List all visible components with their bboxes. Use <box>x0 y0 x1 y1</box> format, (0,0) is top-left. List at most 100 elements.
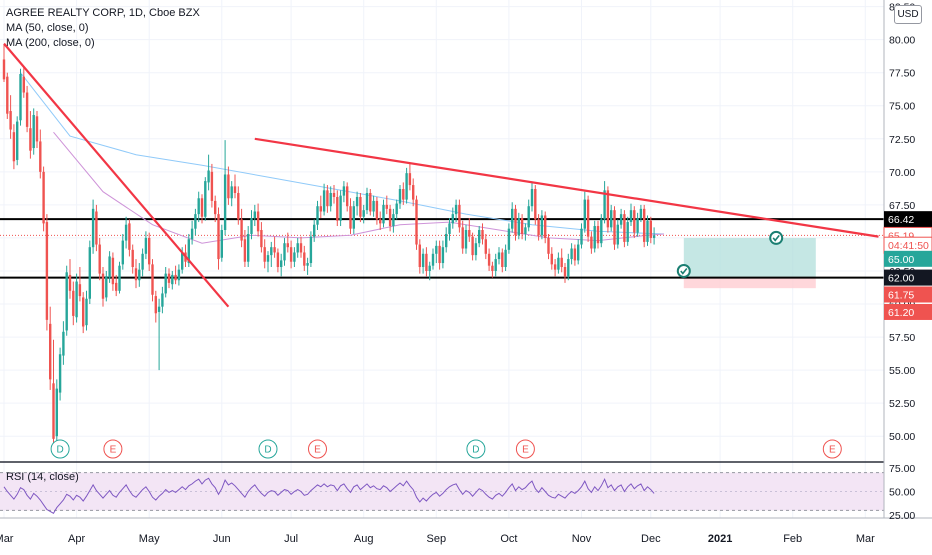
candle-body <box>91 208 95 248</box>
earnings-badge[interactable] <box>308 439 327 459</box>
candle-body <box>293 252 296 262</box>
candle-body <box>309 236 313 264</box>
legend-title[interactable]: AGREE REALTY CORP, 1D, Cboe BZX <box>6 7 200 19</box>
candle-body <box>101 273 105 299</box>
downtrend-1-trendline[interactable] <box>3 42 230 308</box>
candle-body <box>652 235 656 238</box>
candle-body <box>233 186 237 193</box>
earnings-badge[interactable] <box>822 439 842 459</box>
markers[interactable] <box>676 230 784 278</box>
legend-ma50[interactable]: MA (50, close, 0) <box>6 22 89 34</box>
candle-body <box>194 214 197 229</box>
legend-ma200[interactable]: MA (200, close, 0) <box>6 37 95 49</box>
candle-body <box>382 204 385 224</box>
candle-body <box>227 174 230 199</box>
time-tick-label: 2021 <box>708 533 732 545</box>
candle-body <box>319 206 322 212</box>
candle-body <box>643 208 646 242</box>
candle-body <box>412 185 415 200</box>
candle-body <box>497 252 501 260</box>
candle-body <box>263 247 266 262</box>
candle-body <box>481 230 484 240</box>
candle-body <box>214 200 217 215</box>
candle-body <box>124 224 128 241</box>
price-tick-label: 80.00 <box>889 35 915 47</box>
candle-body <box>438 245 441 264</box>
candle-body <box>567 259 570 277</box>
price-tick-label: 55.00 <box>889 365 915 377</box>
candle-body <box>425 253 428 271</box>
candle-body <box>408 173 412 186</box>
candle-body <box>646 220 649 242</box>
candle-body <box>332 192 336 197</box>
candle-body <box>626 222 629 242</box>
time-tick-label: Apr <box>68 533 85 545</box>
candle-body <box>557 257 560 270</box>
candle-body <box>547 237 550 254</box>
candle-body <box>2 59 6 80</box>
candle-body <box>16 121 19 160</box>
candle-body <box>223 174 227 230</box>
candle-body <box>365 192 369 211</box>
candle-body <box>286 243 289 248</box>
candle-body <box>22 76 25 93</box>
candle-body <box>25 92 29 127</box>
candle-body <box>141 253 144 270</box>
candle-body <box>352 206 355 229</box>
time-tick-label: Dec <box>641 533 661 545</box>
candle-body <box>418 244 421 268</box>
candle-body <box>329 192 332 207</box>
candle-body <box>88 247 91 299</box>
currency-button[interactable]: USD <box>894 5 922 24</box>
candle-body <box>395 203 398 215</box>
candle-body <box>131 249 134 268</box>
candle-body <box>237 192 240 220</box>
candle-body <box>362 210 365 217</box>
dividend-badge[interactable] <box>50 439 70 459</box>
candle-body <box>511 208 514 229</box>
candle-body <box>349 206 352 229</box>
candle-body <box>204 181 207 217</box>
candle-body <box>504 249 507 268</box>
candle-body <box>369 192 372 212</box>
candle-body <box>167 273 171 283</box>
rsi-line <box>3 477 655 514</box>
candle-body <box>570 248 573 260</box>
earnings-badge-label: E <box>110 445 117 456</box>
moving-averages <box>20 72 665 244</box>
dividend-badge[interactable] <box>466 439 486 459</box>
check-icon <box>772 234 780 242</box>
candle-body <box>322 190 326 212</box>
candle-body <box>68 274 72 291</box>
dividend-badge[interactable] <box>258 439 278 459</box>
candle-body <box>593 226 596 249</box>
price-tick-label: 70.00 <box>889 167 915 179</box>
candle-body <box>276 252 280 268</box>
time-tick-label: Jul <box>284 533 298 545</box>
horizontal-levels[interactable] <box>0 218 884 279</box>
candle-body <box>563 267 567 277</box>
downtrend-2-trendline[interactable] <box>254 137 879 238</box>
candle-body <box>62 331 65 356</box>
candle-body <box>154 296 157 314</box>
candle-body <box>19 74 22 121</box>
rsi-legend[interactable]: RSI (14, close) <box>6 471 79 483</box>
candle-body <box>392 214 395 227</box>
candle-body <box>435 245 438 254</box>
candle-body <box>451 214 454 224</box>
candle-body <box>385 204 388 209</box>
earnings-badge[interactable] <box>103 439 123 459</box>
candle-body <box>514 208 517 236</box>
candlesticks <box>2 44 656 446</box>
candle-body <box>210 171 214 201</box>
earnings-badge[interactable] <box>515 439 535 459</box>
price-label-text: 66.42 <box>888 214 914 226</box>
price-label-text: 61.75 <box>888 290 914 302</box>
candle-body <box>398 189 402 204</box>
candle-body <box>181 252 184 270</box>
candle-body <box>151 264 154 295</box>
trendlines[interactable] <box>3 42 879 308</box>
